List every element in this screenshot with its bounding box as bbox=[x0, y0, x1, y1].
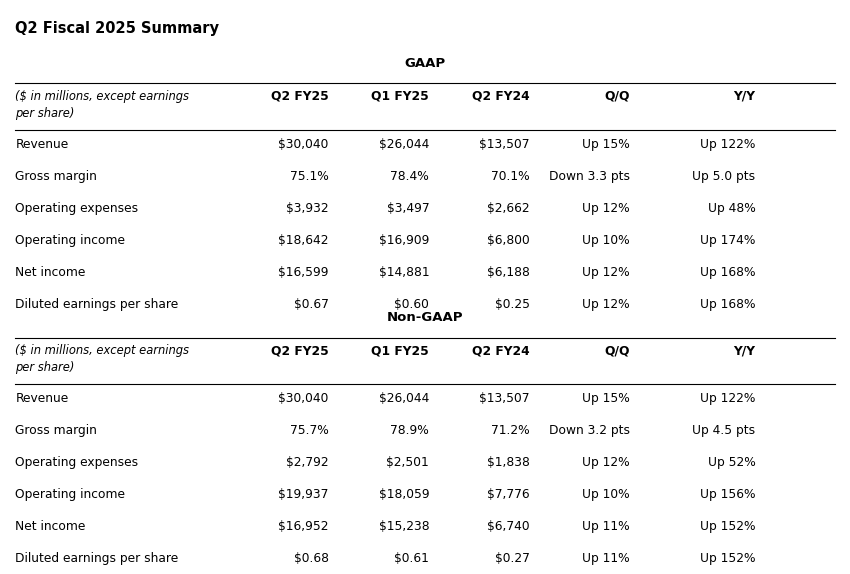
Text: $0.67: $0.67 bbox=[294, 298, 329, 311]
Text: $7,776: $7,776 bbox=[487, 488, 530, 501]
Text: Gross margin: Gross margin bbox=[15, 424, 97, 437]
Text: $3,497: $3,497 bbox=[387, 201, 429, 215]
Text: Up 152%: Up 152% bbox=[700, 553, 756, 565]
Text: $6,740: $6,740 bbox=[487, 521, 530, 533]
Text: Up 10%: Up 10% bbox=[582, 488, 630, 501]
Text: Up 122%: Up 122% bbox=[700, 392, 756, 405]
Text: 75.1%: 75.1% bbox=[290, 169, 329, 183]
Text: Up 168%: Up 168% bbox=[700, 298, 756, 311]
Text: Net income: Net income bbox=[15, 521, 86, 533]
Text: 70.1%: 70.1% bbox=[491, 169, 530, 183]
Text: Operating income: Operating income bbox=[15, 234, 125, 247]
Text: Q1 FY25: Q1 FY25 bbox=[371, 344, 429, 358]
Text: $26,044: $26,044 bbox=[379, 138, 429, 150]
Text: $19,937: $19,937 bbox=[279, 488, 329, 501]
Text: 71.2%: 71.2% bbox=[491, 424, 530, 437]
Text: Q2 FY25: Q2 FY25 bbox=[271, 90, 329, 103]
Text: Up 122%: Up 122% bbox=[700, 138, 756, 150]
Text: $30,040: $30,040 bbox=[279, 138, 329, 150]
Text: Y/Y: Y/Y bbox=[734, 344, 756, 358]
Text: $3,932: $3,932 bbox=[286, 201, 329, 215]
Text: Up 12%: Up 12% bbox=[582, 298, 630, 311]
Text: $0.61: $0.61 bbox=[394, 553, 429, 565]
Text: Revenue: Revenue bbox=[15, 392, 69, 405]
Text: $6,800: $6,800 bbox=[487, 234, 530, 247]
Text: Q1 FY25: Q1 FY25 bbox=[371, 90, 429, 103]
Text: Operating expenses: Operating expenses bbox=[15, 456, 139, 469]
Text: Up 4.5 pts: Up 4.5 pts bbox=[692, 424, 756, 437]
Text: $1,838: $1,838 bbox=[487, 456, 530, 469]
Text: $30,040: $30,040 bbox=[279, 392, 329, 405]
Text: $13,507: $13,507 bbox=[479, 392, 530, 405]
Text: Q2 FY24: Q2 FY24 bbox=[472, 90, 530, 103]
Text: Down 3.3 pts: Down 3.3 pts bbox=[549, 169, 630, 183]
Text: $2,792: $2,792 bbox=[286, 456, 329, 469]
Text: $13,507: $13,507 bbox=[479, 138, 530, 150]
Text: ($ in millions, except earnings
per share): ($ in millions, except earnings per shar… bbox=[15, 344, 190, 374]
Text: $6,188: $6,188 bbox=[487, 266, 530, 279]
Text: Diluted earnings per share: Diluted earnings per share bbox=[15, 553, 179, 565]
Text: Up 48%: Up 48% bbox=[707, 201, 756, 215]
Text: Up 11%: Up 11% bbox=[582, 553, 630, 565]
Text: Up 52%: Up 52% bbox=[707, 456, 756, 469]
Text: $0.27: $0.27 bbox=[495, 553, 530, 565]
Text: $16,599: $16,599 bbox=[278, 266, 329, 279]
Text: Q2 FY24: Q2 FY24 bbox=[472, 344, 530, 358]
Text: Up 15%: Up 15% bbox=[582, 138, 630, 150]
Text: Up 12%: Up 12% bbox=[582, 201, 630, 215]
Text: 78.4%: 78.4% bbox=[390, 169, 429, 183]
Text: Up 15%: Up 15% bbox=[582, 392, 630, 405]
Text: Q2 Fiscal 2025 Summary: Q2 Fiscal 2025 Summary bbox=[15, 21, 219, 36]
Text: 75.7%: 75.7% bbox=[290, 424, 329, 437]
Text: $16,952: $16,952 bbox=[278, 521, 329, 533]
Text: $0.25: $0.25 bbox=[495, 298, 530, 311]
Text: Down 3.2 pts: Down 3.2 pts bbox=[549, 424, 630, 437]
Text: $18,642: $18,642 bbox=[278, 234, 329, 247]
Text: GAAP: GAAP bbox=[405, 57, 445, 70]
Text: $15,238: $15,238 bbox=[378, 521, 429, 533]
Text: Non-GAAP: Non-GAAP bbox=[387, 311, 463, 324]
Text: $18,059: $18,059 bbox=[378, 488, 429, 501]
Text: ($ in millions, except earnings
per share): ($ in millions, except earnings per shar… bbox=[15, 90, 190, 120]
Text: $16,909: $16,909 bbox=[379, 234, 429, 247]
Text: Revenue: Revenue bbox=[15, 138, 69, 150]
Text: Q/Q: Q/Q bbox=[604, 344, 630, 358]
Text: Operating expenses: Operating expenses bbox=[15, 201, 139, 215]
Text: $14,881: $14,881 bbox=[378, 266, 429, 279]
Text: Up 12%: Up 12% bbox=[582, 456, 630, 469]
Text: Operating income: Operating income bbox=[15, 488, 125, 501]
Text: Up 5.0 pts: Up 5.0 pts bbox=[692, 169, 756, 183]
Text: $0.60: $0.60 bbox=[394, 298, 429, 311]
Text: $2,501: $2,501 bbox=[387, 456, 429, 469]
Text: Diluted earnings per share: Diluted earnings per share bbox=[15, 298, 179, 311]
Text: Up 174%: Up 174% bbox=[700, 234, 756, 247]
Text: Net income: Net income bbox=[15, 266, 86, 279]
Text: $2,662: $2,662 bbox=[487, 201, 530, 215]
Text: $0.68: $0.68 bbox=[294, 553, 329, 565]
Text: Q/Q: Q/Q bbox=[604, 90, 630, 103]
Text: Q2 FY25: Q2 FY25 bbox=[271, 344, 329, 358]
Text: Y/Y: Y/Y bbox=[734, 90, 756, 103]
Text: Up 12%: Up 12% bbox=[582, 266, 630, 279]
Text: Up 10%: Up 10% bbox=[582, 234, 630, 247]
Text: 78.9%: 78.9% bbox=[390, 424, 429, 437]
Text: $26,044: $26,044 bbox=[379, 392, 429, 405]
Text: Up 152%: Up 152% bbox=[700, 521, 756, 533]
Text: Gross margin: Gross margin bbox=[15, 169, 97, 183]
Text: Up 11%: Up 11% bbox=[582, 521, 630, 533]
Text: Up 156%: Up 156% bbox=[700, 488, 756, 501]
Text: Up 168%: Up 168% bbox=[700, 266, 756, 279]
